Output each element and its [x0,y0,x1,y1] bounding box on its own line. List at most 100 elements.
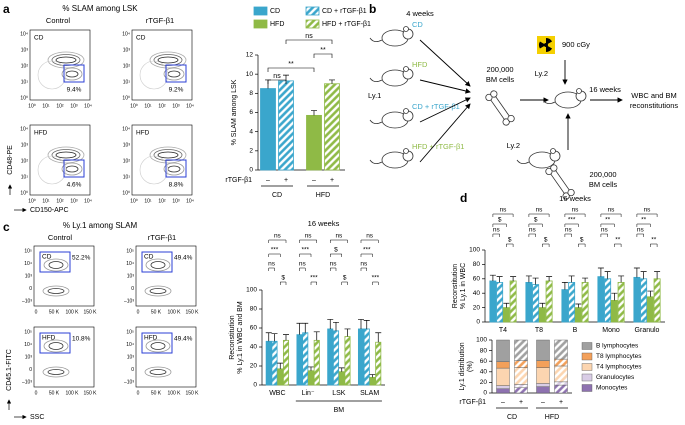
contour [55,151,77,159]
bar-segment [536,386,550,394]
group-label: HFD [316,192,330,199]
arrow [419,79,471,94]
bar [525,281,533,323]
significance-bracket [360,253,373,257]
legend-label: Monocytes [596,385,628,392]
error-bar [363,320,370,329]
label: rTGF-β1 [148,233,176,242]
flow-tick: 0 [137,390,140,396]
treatment-sign: + [330,177,334,184]
label: Ly.2 [535,69,548,78]
flow-plot [33,326,95,388]
bar [532,284,540,323]
significance-label: ns [500,207,508,214]
flow-tick: 10⁰ [28,103,36,109]
flow-tick: 10⁴ [20,31,28,37]
bar [278,80,294,171]
significance-label: $ [343,275,347,282]
mouse-ear [403,148,409,154]
error-bar [496,276,503,283]
flow-tick: –10³ [22,298,32,304]
x-tick-label: Lin⁻ [302,390,315,397]
flow-tick: 10⁴ [186,103,194,109]
flow-tick: 0 [137,309,140,315]
significance-label: ns [366,233,374,240]
significance-bracket [528,223,543,227]
significance-label: ** [320,47,326,54]
flow-tick: 0 [131,367,134,373]
flow-tick: 10⁰ [20,190,28,196]
x-tick-label: Granulo [635,327,660,334]
error-bar [604,271,611,279]
flow-tick: –10³ [22,379,32,385]
significance-bracket [330,267,337,271]
flow-tick: 0 [35,309,38,315]
significance-bracket [268,239,287,243]
label: HFD + rTGF-β1 [412,142,464,151]
group-label: HFD [545,414,559,421]
significance-label: ns [360,261,368,268]
error-bar [647,290,654,297]
label: 900 cGy [562,40,590,49]
y-tick-label: 80 [250,306,258,313]
flow-tick: 100 K [65,390,79,396]
significance-label: ns [572,207,580,214]
significance-label: *** [363,247,371,254]
bar-segment [554,358,568,367]
bar-segment [496,388,510,394]
gate [165,64,187,83]
flow-tick: 100 K [167,390,181,396]
error-bar [503,302,510,308]
significance-bracket [267,79,287,84]
significance-label: $ [281,275,285,282]
label: Ly.1 [368,91,381,100]
flow-tick: 10¹ [123,79,131,85]
y-axis-label: Reconstitution [452,264,459,308]
label: 52.2% [72,255,91,262]
contour [42,285,70,297]
arrow [419,39,471,87]
legend-label: CD [270,8,280,15]
y-tick-label: 4 [249,128,253,135]
contour [61,67,83,81]
error-bar [539,302,546,308]
significance-label: ns [493,227,501,234]
contour [163,162,185,176]
bar [277,368,284,386]
label: 8.8% [169,182,184,189]
bar [357,328,365,386]
gate [39,251,71,273]
panel-letter: a [3,2,10,16]
significance-bracket [528,213,550,217]
bar-segment [536,360,550,368]
bar [327,328,334,386]
significance-label: ns [299,261,307,268]
y-tick-label: 60 [250,325,258,332]
label: BM cells [486,75,515,84]
gate [141,332,173,354]
significance-label: ** [615,237,621,244]
gate [39,332,71,354]
error-bar [265,332,272,342]
flow-tick: 10⁰ [122,95,130,101]
error-bar [344,328,351,337]
significance-bracket [330,239,348,243]
flow-tick: 50 K [151,309,162,315]
contour [37,60,67,90]
mouse-tail [369,77,383,82]
error-bar [633,267,640,278]
flow-tick: 10⁴ [84,198,92,204]
significance-label: *** [310,275,318,282]
flow-tick: 10⁴ [20,126,28,132]
label: Control [48,233,73,242]
bone-knob [550,164,558,172]
flow-tick: 10⁰ [28,198,36,204]
significance-label: ns [608,207,616,214]
significance-label: $ [534,217,538,224]
bar [375,341,382,386]
label: BM cells [589,180,618,189]
significance-bracket [313,53,333,58]
flow-tick: 10³ [123,142,131,148]
bar-segment [496,339,510,362]
